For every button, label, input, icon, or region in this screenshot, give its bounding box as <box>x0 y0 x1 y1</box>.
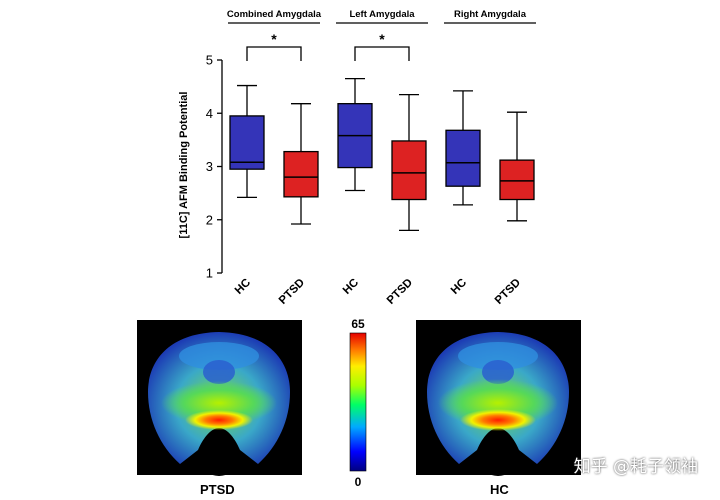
brain-label-hc: HC <box>490 482 509 497</box>
x-tick-label: HC <box>233 277 253 297</box>
box-hc-1 <box>337 77 373 192</box>
y-tick-label: 2 <box>206 212 213 227</box>
x-tick-label: PTSD <box>277 277 307 307</box>
box-iqr <box>499 159 535 201</box>
significance-bracket <box>246 46 302 61</box>
x-tick-labels: HC PTSD HC PTSD HC PTSD <box>233 277 523 307</box>
box-iqr <box>283 150 319 198</box>
brain-image-hc <box>416 320 581 476</box>
box-hc-0 <box>229 84 265 199</box>
brain-image-ptsd <box>137 320 302 476</box>
box-ptsd-2 <box>499 111 535 222</box>
colorbar-max-label: 65 <box>351 317 365 331</box>
y-tick-label: 5 <box>206 53 213 68</box>
watermark: 知乎 @耗子领袖 <box>573 457 698 477</box>
box-iqr <box>229 115 265 170</box>
box-hc-2 <box>445 90 481 206</box>
box-plot: Combined Amygdala Left Amygdala Right Amyg… <box>178 9 536 307</box>
x-tick-label: PTSD <box>385 277 415 307</box>
brain-label-ptsd: PTSD <box>200 482 235 497</box>
group-header-label: Right Amygdala <box>454 9 527 20</box>
y-tick-label: 3 <box>206 159 213 174</box>
x-tick-label: HC <box>341 277 361 297</box>
y-tick-label: 1 <box>206 266 213 281</box>
colorbar-min-label: 0 <box>355 475 362 489</box>
significance-brackets: * * <box>246 31 410 61</box>
y-axis-label: [11C] AFM Binding Potential <box>178 92 190 239</box>
box-iqr <box>445 129 481 187</box>
significance-marker: * <box>271 31 277 47</box>
box-ptsd-0 <box>283 103 319 225</box>
x-tick-label: HC <box>449 277 469 297</box>
box-ptsd-1 <box>391 93 427 232</box>
significance-bracket <box>354 46 410 61</box>
significance-marker: * <box>379 31 385 47</box>
y-axis: 1 2 3 4 5 <box>206 53 223 281</box>
group-header-label: Left Amygdala <box>349 9 415 20</box>
colorbar: 65 0 <box>349 317 367 489</box>
group-header-label: Combined Amygdala <box>227 9 322 20</box>
box-iqr <box>391 140 427 201</box>
group-headers: Combined Amygdala Left Amygdala Right Amyg… <box>227 9 536 24</box>
x-tick-label: PTSD <box>493 277 523 307</box>
boxes <box>229 77 535 232</box>
y-tick-label: 4 <box>206 106 213 121</box>
